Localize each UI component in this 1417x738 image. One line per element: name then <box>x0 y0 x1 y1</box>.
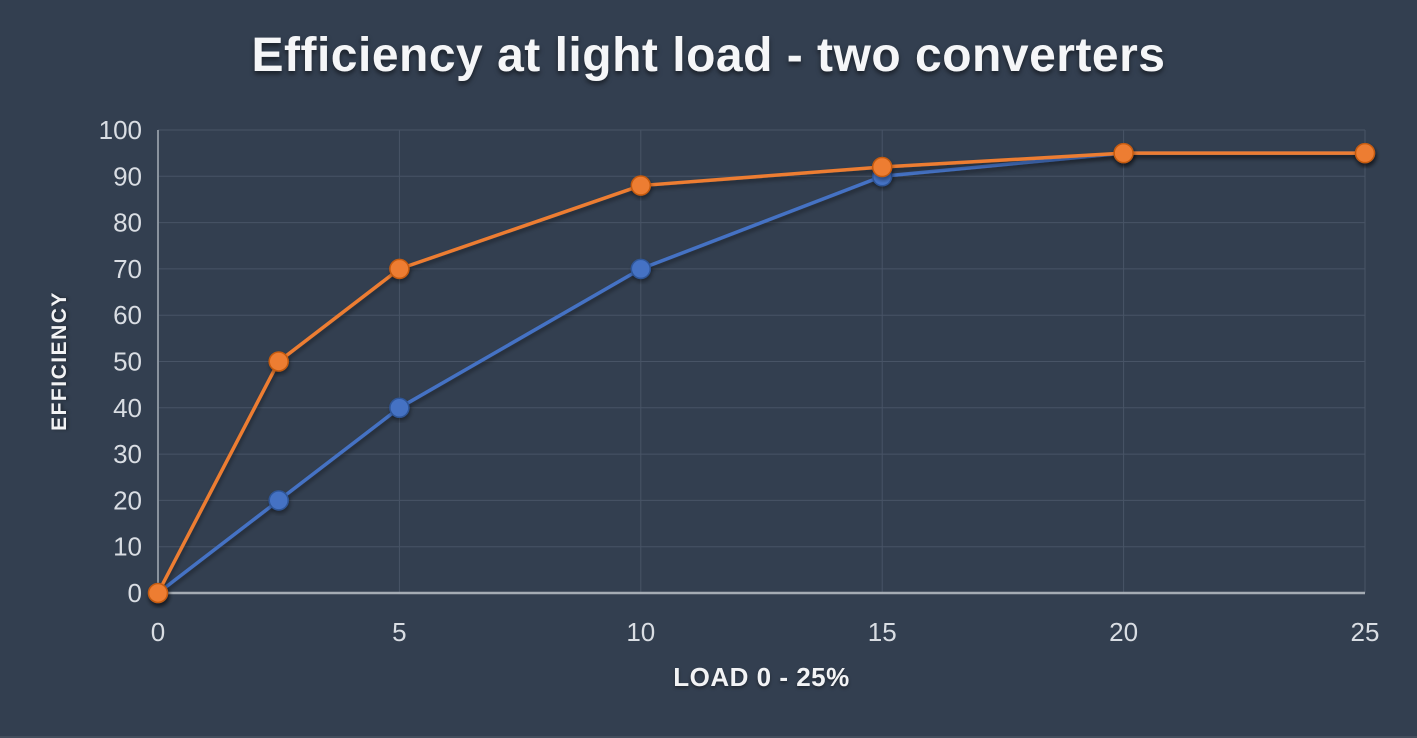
series-orange-converter-marker <box>1354 142 1376 164</box>
tick-labels: 0 10 20 30 40 50 60 70 80 90 100 0 5 10 15 20 25 <box>99 115 1380 647</box>
x-tick-label: 0 <box>151 617 165 647</box>
x-tick-label: 20 <box>1109 617 1138 647</box>
y-tick-label: 60 <box>113 300 142 330</box>
series-orange-converter-marker <box>268 351 289 372</box>
y-tick-label: 10 <box>113 532 142 562</box>
series-orange-converter <box>147 142 1376 604</box>
y-tick-label: 30 <box>113 439 142 469</box>
x-tick-label: 15 <box>868 617 897 647</box>
y-tick-label: 70 <box>113 254 142 284</box>
series-orange-converter-marker <box>1113 142 1134 164</box>
series-blue-converter-marker <box>268 490 289 511</box>
series-orange-converter-marker <box>630 175 652 196</box>
y-tick-label: 80 <box>113 208 142 238</box>
gridlines <box>158 129 1366 593</box>
series-orange-converter-marker <box>871 156 893 178</box>
x-axis-title: LOAD 0 - 25% <box>673 662 850 692</box>
y-tick-label: 20 <box>113 485 142 515</box>
chart-title: Efficiency at light load - two converter… <box>251 29 1166 82</box>
series-blue-converter <box>147 142 1376 604</box>
y-tick-label: 40 <box>113 393 142 423</box>
y-tick-label: 0 <box>128 578 142 608</box>
x-tick-label: 10 <box>626 617 655 647</box>
series-blue-converter-marker <box>630 258 652 280</box>
y-tick-label: 90 <box>113 161 142 191</box>
series-blue-converter-line <box>156 151 1367 595</box>
x-tick-label: 25 <box>1351 617 1380 647</box>
series-orange-converter-line <box>156 151 1367 595</box>
series-orange-converter-marker <box>147 582 169 604</box>
x-tick-label: 5 <box>392 617 406 647</box>
series-blue-converter-marker <box>389 397 410 419</box>
y-tick-label: 100 <box>99 115 142 145</box>
series-orange-converter-marker <box>389 258 410 280</box>
y-tick-label: 50 <box>113 347 142 377</box>
